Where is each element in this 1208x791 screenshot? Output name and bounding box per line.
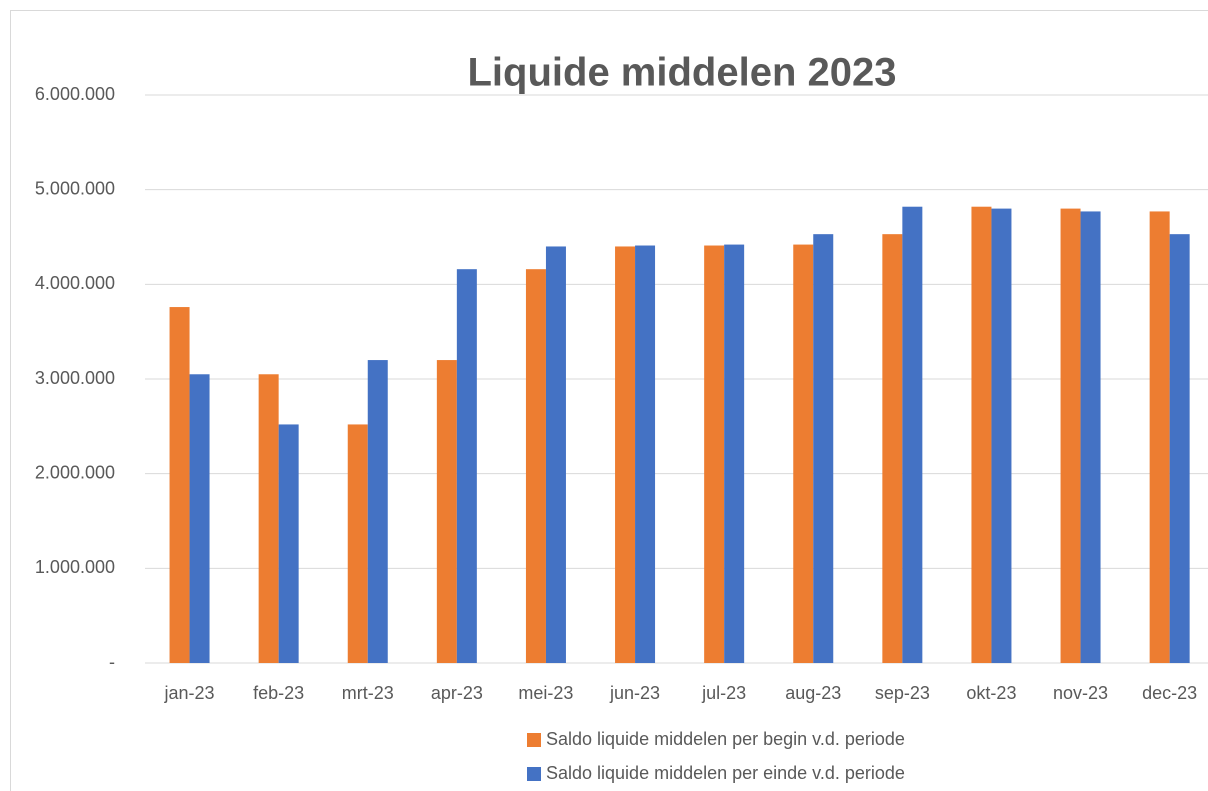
chart-border — [10, 10, 1208, 791]
legend-swatch — [527, 733, 541, 747]
x-tick-label: apr-23 — [431, 683, 483, 703]
bar — [793, 244, 814, 663]
x-tick-label: nov-23 — [1053, 683, 1108, 703]
bar — [1080, 211, 1101, 663]
bar — [436, 360, 457, 663]
bar — [971, 206, 992, 663]
bar — [189, 374, 210, 663]
bar — [525, 269, 546, 663]
x-tick-label: jan-23 — [164, 683, 215, 703]
bar — [991, 208, 1012, 663]
legend-label: Saldo liquide middelen per einde v.d. pe… — [546, 763, 905, 783]
bar — [367, 360, 388, 663]
y-tick-label: 4.000.000 — [35, 273, 115, 293]
x-tick-label: mei-23 — [518, 683, 573, 703]
y-tick-label: - — [109, 652, 115, 672]
bar — [1169, 234, 1190, 663]
y-tick-label: 2.000.000 — [35, 462, 115, 482]
bar — [456, 269, 477, 663]
y-tick-label: 3.000.000 — [35, 368, 115, 388]
bar — [545, 246, 566, 663]
bar — [615, 246, 636, 663]
x-tick-label: dec-23 — [1142, 683, 1197, 703]
x-tick-label: jun-23 — [609, 683, 660, 703]
x-tick-label: sep-23 — [875, 683, 930, 703]
legend-label: Saldo liquide middelen per begin v.d. pe… — [546, 729, 905, 749]
bar — [635, 245, 656, 663]
bar — [347, 424, 368, 663]
bar — [813, 234, 834, 663]
y-tick-label: 5.000.000 — [35, 178, 115, 198]
x-tick-label: feb-23 — [253, 683, 304, 703]
y-tick-label: 6.000.000 — [35, 84, 115, 104]
x-tick-label: mrt-23 — [342, 683, 394, 703]
bar — [902, 206, 923, 663]
bar — [1060, 208, 1081, 663]
bar — [258, 374, 279, 663]
bar — [278, 424, 299, 663]
x-tick-label: jul-23 — [701, 683, 746, 703]
y-tick-label: 1.000.000 — [35, 557, 115, 577]
bar — [704, 245, 725, 663]
legend-swatch — [527, 767, 541, 781]
bar — [169, 307, 190, 663]
bar — [1149, 211, 1170, 663]
x-tick-label: okt-23 — [966, 683, 1016, 703]
x-tick-label: aug-23 — [785, 683, 841, 703]
chart-title: Liquide middelen 2023 — [467, 51, 896, 95]
bar — [882, 234, 903, 663]
bar — [724, 244, 745, 663]
